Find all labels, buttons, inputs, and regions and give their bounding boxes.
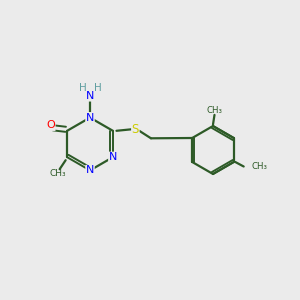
Text: O: O (46, 120, 55, 130)
Text: N: N (86, 165, 94, 176)
Text: N: N (109, 152, 117, 162)
Text: N: N (86, 112, 94, 123)
Text: H: H (94, 82, 101, 93)
Text: CH₃: CH₃ (50, 169, 66, 178)
Text: CH₃: CH₃ (252, 162, 268, 171)
Text: S: S (132, 123, 139, 136)
Text: H: H (79, 82, 86, 93)
Text: CH₃: CH₃ (206, 106, 223, 115)
Text: N: N (86, 91, 94, 101)
